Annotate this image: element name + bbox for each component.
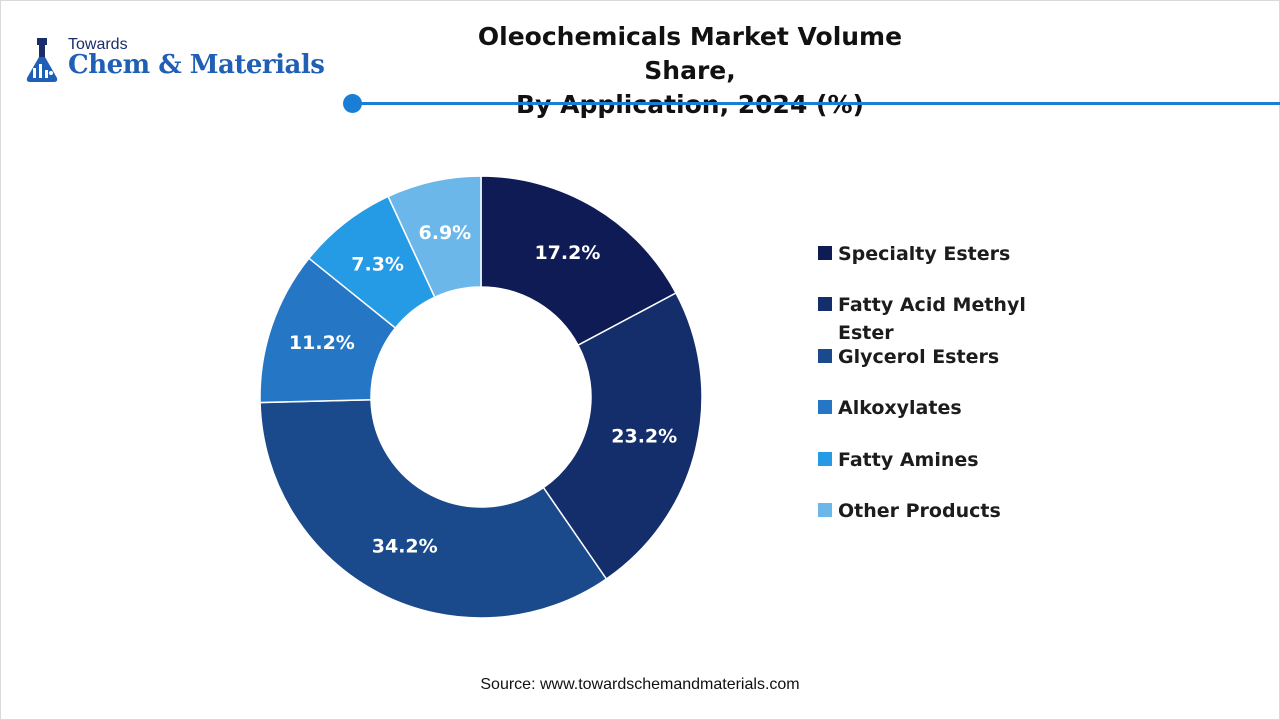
donut-slice-2 <box>259 398 608 619</box>
brand-logo: Towards Chem & Materials <box>22 34 342 90</box>
legend-swatch-0 <box>818 246 832 260</box>
slice-value-label-0: 17.2% <box>534 242 600 264</box>
legend-swatch-1 <box>818 297 832 311</box>
flask-icon <box>26 38 58 82</box>
legend-label-0: Specialty Esters <box>838 243 1011 265</box>
legend-swatch-4 <box>818 452 832 466</box>
chart-title: Oleochemicals Market Volume Share, By Ap… <box>430 20 950 122</box>
divider-dot <box>343 94 362 113</box>
legend-label-2: Glycerol Esters <box>838 346 1000 368</box>
chart-title-line-1: Oleochemicals Market Volume Share, <box>477 22 903 85</box>
source-note: Source: www.towardschemandmaterials.com <box>480 676 800 693</box>
slice-value-label-1: 23.2% <box>611 426 677 448</box>
title-divider <box>354 102 1280 105</box>
legend-label-1: Fatty Acid Methyl Ester <box>838 294 1026 344</box>
legend-label-5: Other Products <box>838 500 1001 522</box>
legend-swatch-3 <box>818 400 832 414</box>
legend-label-4: Fatty Amines <box>838 449 979 471</box>
slice-value-label-5: 6.9% <box>419 222 472 244</box>
legend-label-3: Alkoxylates <box>838 397 962 419</box>
slice-value-label-2: 34.2% <box>372 536 438 558</box>
legend-swatch-5 <box>818 503 832 517</box>
legend-swatch-2 <box>818 349 832 363</box>
brand-main-text: Chem & Materials <box>68 50 325 80</box>
donut-slice-0 <box>480 175 678 347</box>
donut-slice-1 <box>542 291 703 581</box>
brand-top-text: Towards <box>68 36 128 53</box>
donut-slice-5 <box>387 175 482 299</box>
slice-value-label-3: 11.2% <box>289 332 355 354</box>
slice-value-label-4: 7.3% <box>351 254 404 276</box>
